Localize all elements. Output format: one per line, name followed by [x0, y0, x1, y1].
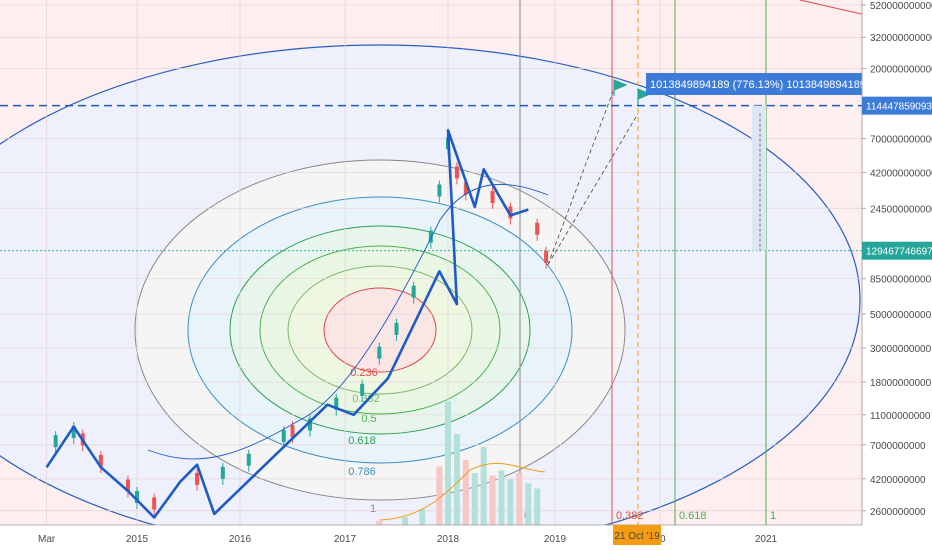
price-tag [862, 96, 932, 115]
candle-down [195, 472, 200, 485]
x-tick-label: 2016 [229, 534, 252, 545]
fib-level-label: 0.786 [348, 466, 376, 478]
fib-level-label: 1 [370, 503, 376, 515]
y-tick-label: 245000000000 [870, 204, 932, 215]
x-tick-label: 2017 [334, 534, 357, 545]
volume-bar [480, 447, 487, 525]
volume-bar [516, 473, 523, 525]
candle-down [490, 191, 495, 204]
projection: 1013849894189 (776.13%) 1013849894189 [0, 73, 866, 265]
time-fib-label: 0.382 [616, 510, 644, 522]
y-tick-label: 2600000000 [870, 507, 926, 518]
y-tick-label: 3200000000000 [870, 33, 932, 44]
candle-down [98, 454, 103, 467]
candle-down [152, 497, 157, 510]
y-tick-label: 85000000000 [870, 275, 932, 286]
candle-down [508, 206, 513, 219]
x-tick-label: 2019 [544, 534, 567, 545]
candle-up [411, 285, 416, 298]
target-flag [613, 79, 628, 96]
candle-up [53, 435, 58, 448]
volume-bar [436, 466, 443, 525]
volume-bar [489, 475, 496, 525]
candle-up [428, 230, 433, 243]
candle-up [308, 418, 312, 431]
volume-bar [534, 488, 541, 525]
time-fib-label: 0.618 [679, 510, 707, 522]
zigzag-wave [45, 129, 529, 519]
y-tick-label: 700000000000 [870, 134, 932, 145]
volume-bar [525, 483, 532, 525]
volume-bar [445, 401, 451, 525]
x-tick-label: Mar [38, 534, 56, 545]
y-tick-label: 11000000000 [870, 411, 931, 422]
y-tick-label: 2000000000000 [870, 65, 932, 76]
candle-up [394, 322, 399, 335]
candle-down [463, 182, 468, 195]
fib-level-label: 0.618 [348, 435, 376, 447]
volume-bar [402, 517, 409, 525]
x-tick-label: 2021 [755, 534, 778, 545]
price-axis [862, 0, 932, 525]
candle-up [281, 429, 286, 442]
volume-bar [376, 521, 383, 525]
y-tick-label: 30000000000 [870, 344, 932, 355]
projection-arrow [547, 91, 614, 265]
volume-bar [453, 434, 460, 525]
y-tick-label: 18000000000 [870, 378, 932, 389]
y-tick-label: 5200000000000 [870, 1, 932, 12]
candle-down [125, 479, 130, 492]
candle-up [334, 397, 339, 410]
candle-up [437, 184, 442, 197]
y-tick-label: 7000000000 [870, 441, 926, 452]
volume-bars [376, 401, 546, 525]
measure-label: 1013849894189 (776.13%) 1013849894189 [650, 79, 866, 91]
volume-bar [471, 473, 478, 525]
candle-up [71, 425, 76, 438]
measure-range [752, 105, 766, 251]
candle-down [454, 166, 459, 179]
volume-bar [507, 479, 514, 525]
x-tick-label: 2015 [126, 534, 149, 545]
time-axis [0, 525, 932, 550]
price-tag-label: 129467746697 [866, 247, 932, 258]
candle-up [220, 466, 225, 479]
projection-arrow [547, 113, 639, 265]
candle-up [246, 453, 251, 466]
y-tick-label: 420000000000 [870, 168, 932, 179]
candle-down [544, 250, 549, 263]
x-tick-label: 2018 [437, 534, 460, 545]
volume-bar [498, 470, 505, 525]
zigzag-line [45, 129, 529, 519]
candle-down [535, 222, 540, 235]
y-tick-label: 4200000000 [870, 475, 926, 486]
date-marker-label: 21 Oct '19 [614, 531, 660, 542]
candle-up [135, 490, 139, 503]
moving-average-line [147, 183, 549, 460]
fib-level-label: 0.5 [361, 413, 376, 425]
measure-label-box [646, 73, 862, 95]
y-tick-label: 50000000000 [870, 310, 932, 321]
fib-level-label: 0.236 [350, 367, 378, 379]
date-marker-box [613, 525, 661, 545]
price-tag [862, 241, 932, 260]
candle-up [377, 346, 382, 359]
time-fib-label: 1 [770, 510, 776, 522]
candle-up [360, 383, 365, 396]
volume-ma-line [379, 462, 546, 521]
candle-down [290, 425, 295, 438]
volume-bar [419, 509, 426, 525]
price-tag-label: 1144478590937 [866, 102, 932, 113]
volume-bar [462, 460, 469, 525]
